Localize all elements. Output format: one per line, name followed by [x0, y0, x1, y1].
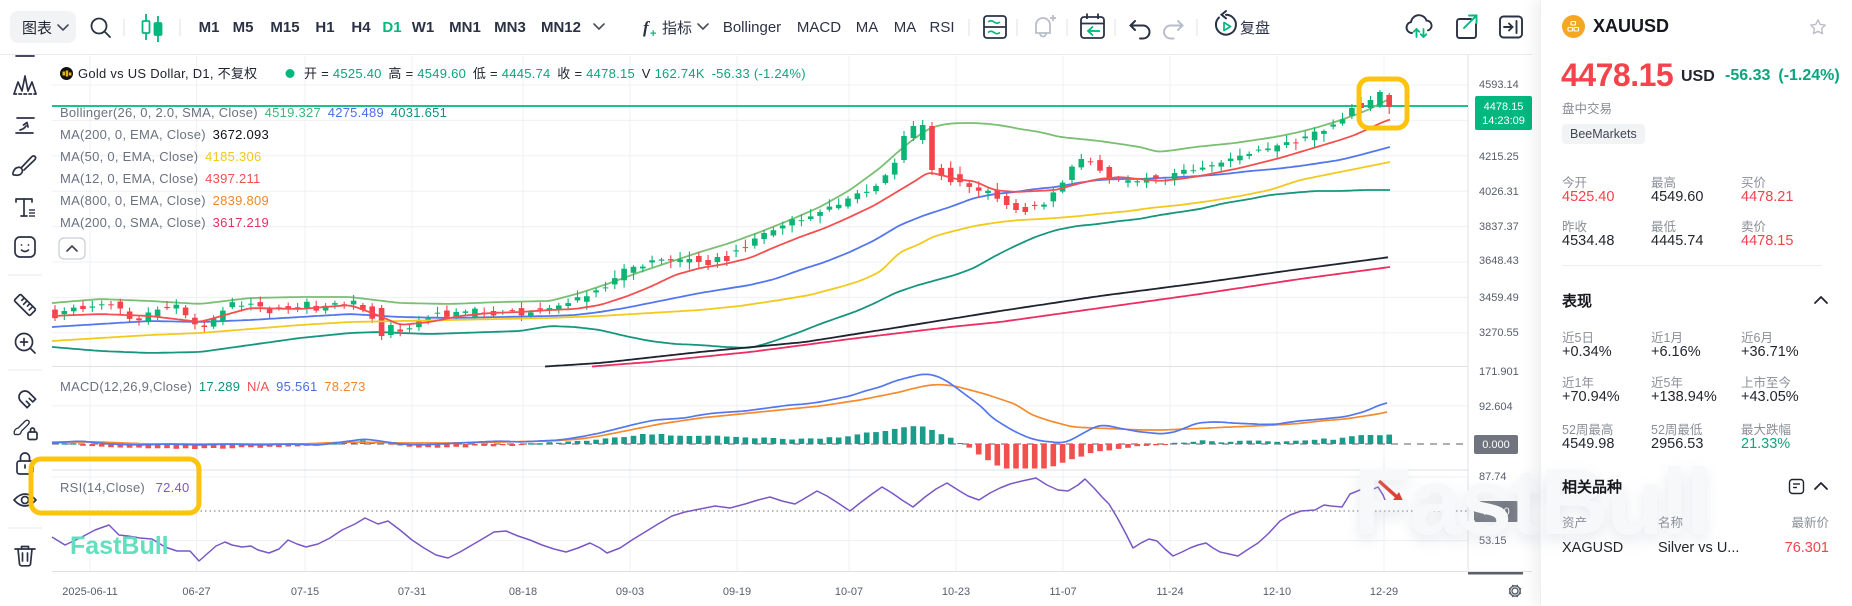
svg-text:14:23:09: 14:23:09 — [1482, 115, 1525, 127]
svg-text:87.74: 87.74 — [1479, 471, 1507, 483]
svg-text:07-31: 07-31 — [398, 586, 426, 598]
svg-text:07-15: 07-15 — [291, 586, 319, 598]
svg-text:4215.25: 4215.25 — [1479, 151, 1519, 163]
svg-text:MN1: MN1 — [449, 19, 481, 36]
svg-text:图表: 图表 — [22, 20, 52, 37]
svg-text:MACD: MACD — [797, 19, 841, 36]
svg-text:RSI: RSI — [929, 19, 954, 36]
svg-text:M15: M15 — [270, 19, 299, 36]
svg-text:M5: M5 — [233, 19, 254, 36]
svg-text:D1: D1 — [382, 19, 401, 36]
svg-text:10-07: 10-07 — [835, 586, 863, 598]
svg-text:3648.43: 3648.43 — [1479, 255, 1519, 267]
svg-text:09-03: 09-03 — [616, 586, 644, 598]
svg-text:MN12: MN12 — [541, 19, 581, 36]
svg-text:MA: MA — [856, 19, 879, 36]
svg-text:W1: W1 — [412, 19, 435, 36]
svg-text:MA(200, 0, SMA, Close) 3617.21: MA(200, 0, SMA, Close) 3617.219 — [60, 215, 269, 230]
svg-text:09-19: 09-19 — [723, 586, 751, 598]
svg-text:MN3: MN3 — [494, 19, 526, 36]
svg-text:92.604: 92.604 — [1479, 401, 1513, 413]
svg-text:H1: H1 — [315, 19, 334, 36]
svg-text:RSI(14,Close) 72.40: RSI(14,Close) 72.40 — [60, 480, 190, 495]
svg-text:复盘: 复盘 — [1240, 19, 1270, 37]
svg-text:H4: H4 — [351, 19, 371, 36]
svg-text:70.00: 70.00 — [1482, 506, 1510, 518]
svg-text:+: + — [650, 28, 656, 40]
svg-text:指标: 指标 — [662, 20, 692, 37]
svg-text:M1: M1 — [199, 19, 220, 36]
svg-text:Bollinger: Bollinger — [723, 19, 781, 36]
svg-text:10-23: 10-23 — [942, 586, 970, 598]
svg-text:Bollinger(26, 0, 2.0, SMA, Clo: Bollinger(26, 0, 2.0, SMA, Close) 4519.3… — [60, 105, 447, 120]
svg-text:3270.55: 3270.55 — [1479, 327, 1519, 339]
svg-text:11-07: 11-07 — [1049, 586, 1076, 598]
svg-text:MA(50, 0, EMA, Close) 4185.306: MA(50, 0, EMA, Close) 4185.306 — [60, 149, 261, 164]
svg-text:3459.49: 3459.49 — [1479, 292, 1519, 304]
svg-text:4478.15: 4478.15 — [1484, 101, 1524, 113]
svg-text:MA(200, 0, EMA, Close) 3672.09: MA(200, 0, EMA, Close) 3672.093 — [60, 127, 269, 142]
svg-text:3837.37: 3837.37 — [1479, 221, 1519, 233]
svg-text:53.15: 53.15 — [1479, 535, 1507, 547]
svg-text:开 = 4525.40 高 = 4549.60 低 = 44: 开 = 4525.40 高 = 4549.60 低 = 4445.74 收 = … — [304, 66, 806, 81]
svg-text:MA(800, 0, EMA, Close) 2839.80: MA(800, 0, EMA, Close) 2839.809 — [60, 193, 269, 208]
svg-text:11-24: 11-24 — [1156, 586, 1183, 598]
svg-text:171.901: 171.901 — [1479, 366, 1519, 378]
svg-text:12-10: 12-10 — [1263, 586, 1291, 598]
svg-text:08-18: 08-18 — [509, 586, 537, 598]
svg-text:MA(12, 0, EMA, Close) 4397.211: MA(12, 0, EMA, Close) 4397.211 — [60, 171, 261, 186]
svg-text:0.000: 0.000 — [1482, 439, 1510, 451]
svg-text:f: f — [643, 18, 651, 37]
svg-text:FastBull: FastBull — [70, 532, 169, 560]
svg-text:2025-06-11: 2025-06-11 — [62, 586, 117, 598]
svg-text:Gold vs US Dollar, D1, 不复权: Gold vs US Dollar, D1, 不复权 — [78, 66, 257, 81]
svg-text:MACD(12,26,9,Close) 17.289 N/A: MACD(12,26,9,Close) 17.289 N/A 95.561 78… — [60, 379, 366, 394]
svg-text:4026.31: 4026.31 — [1479, 186, 1519, 198]
svg-text:06-27: 06-27 — [182, 586, 210, 598]
svg-text:MA: MA — [894, 19, 917, 36]
svg-text:4593.14: 4593.14 — [1479, 79, 1519, 91]
svg-text:12-29: 12-29 — [1370, 586, 1398, 598]
